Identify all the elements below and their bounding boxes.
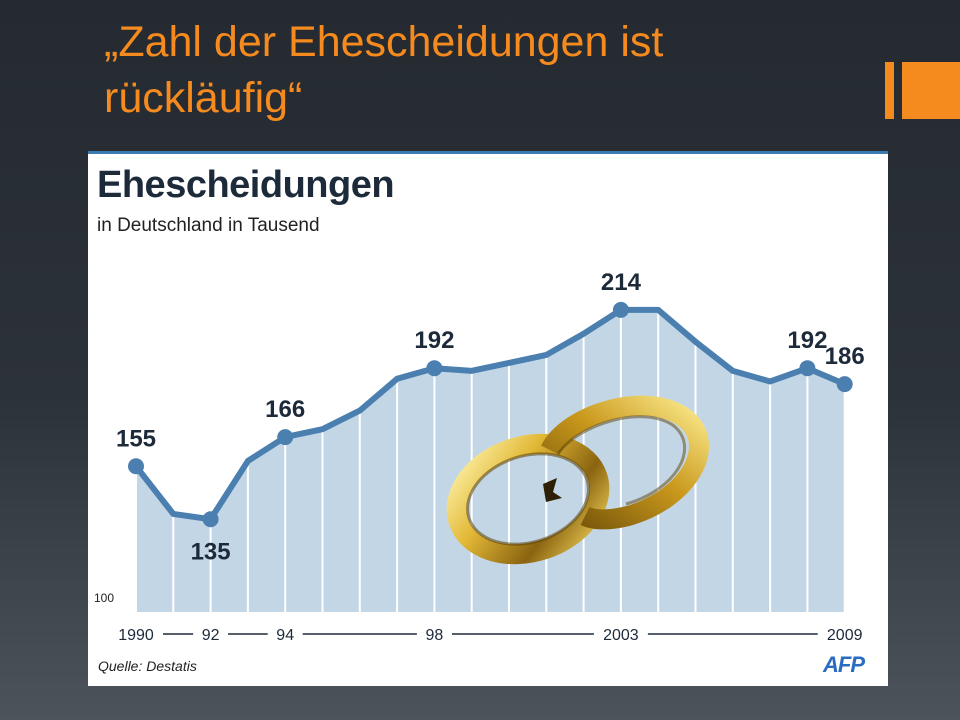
data-point-marker: [426, 360, 443, 377]
broken-wedding-rings-icon: [446, 395, 709, 565]
x-tick-label: 2009: [827, 627, 863, 644]
ring-shard-icon: [543, 478, 562, 502]
series-line: [133, 306, 848, 523]
x-tick-label: 98: [426, 627, 444, 644]
chart-title: Ehescheidungen: [97, 164, 395, 206]
ring-left-inner-icon: [466, 452, 590, 546]
slide-title: „Zahl der Ehescheidungen ist rückläufig“: [104, 18, 664, 122]
chart-source: Quelle: Destatis: [98, 658, 197, 674]
x-tick-label: 94: [276, 627, 294, 644]
data-label: 155: [116, 425, 156, 452]
ring-right-icon: [541, 395, 709, 530]
data-label: 214: [601, 269, 642, 296]
data-point-marker: [612, 301, 629, 318]
data-label: 135: [191, 538, 231, 565]
chart-subtitle: in Deutschland in Tausend: [97, 215, 320, 236]
data-point-marker: [202, 511, 219, 528]
data-point-marker: [836, 376, 853, 393]
afp-logo: AFP: [823, 652, 865, 677]
x-tick-label: 92: [202, 627, 220, 644]
chart-panel: 1990 92 94 98 2003 2009 100 155 135 166 192 214 192…: [88, 151, 888, 686]
data-point-marker: [799, 360, 816, 377]
ring-left-icon: [446, 433, 610, 565]
data-label: 192: [414, 327, 454, 354]
baseline-label: 100: [94, 591, 114, 605]
data-label: 186: [825, 343, 865, 370]
chart-canvas: 1990 92 94 98 2003 2009 100 155 135 166 192 214 192…: [94, 269, 865, 644]
accent-bar-thick: [902, 62, 960, 119]
x-tick-label: 1990: [118, 627, 154, 644]
x-tick-label: 2003: [603, 627, 639, 644]
data-point-marker: [277, 429, 294, 446]
ring-right-inner-icon: [556, 415, 686, 506]
accent-bar-thin: [885, 62, 894, 119]
data-point-marker: [128, 458, 144, 475]
data-label: 166: [265, 396, 305, 423]
data-label: 192: [787, 327, 827, 354]
